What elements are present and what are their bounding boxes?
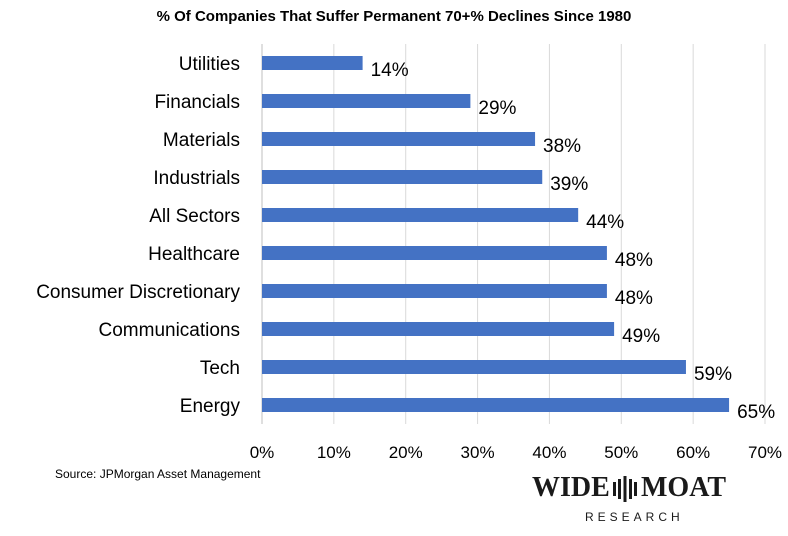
x-tick-label: 50% xyxy=(604,443,638,462)
category-label: All Sectors xyxy=(149,206,240,227)
logo-word-wide: WIDE xyxy=(532,472,610,503)
data-label: 29% xyxy=(478,98,516,119)
data-label: 48% xyxy=(615,288,653,309)
x-tick-label: 70% xyxy=(748,443,782,462)
bar xyxy=(262,94,471,108)
data-label: 49% xyxy=(622,326,660,347)
bar xyxy=(262,398,730,412)
logo-pillars-icon xyxy=(613,476,637,502)
x-tick-label: 20% xyxy=(389,443,423,462)
bar xyxy=(262,132,536,146)
logo-subtitle: RESEARCH xyxy=(585,510,684,524)
chart-title: % Of Companies That Suffer Permanent 70+… xyxy=(156,8,632,25)
data-label: 48% xyxy=(615,250,653,271)
data-label: 14% xyxy=(371,60,409,81)
category-label: Utilities xyxy=(179,54,240,75)
bars xyxy=(262,56,730,412)
bar xyxy=(262,56,363,70)
bar xyxy=(262,208,579,222)
source-note: Source: JPMorgan Asset Management xyxy=(55,467,261,481)
category-labels: Utilities Financials Materials Industrials A… xyxy=(36,54,240,417)
x-axis-tick-labels: 0% 10% 20% 30% 40% 50% 60% 70% xyxy=(250,443,782,462)
data-label: 39% xyxy=(550,174,588,195)
data-label: 44% xyxy=(586,212,624,233)
category-label: Financials xyxy=(154,92,240,113)
x-tick-label: 60% xyxy=(676,443,710,462)
x-tick-label: 0% xyxy=(250,443,275,462)
category-label: Tech xyxy=(200,358,240,379)
bar xyxy=(262,246,607,260)
category-label: Industrials xyxy=(153,168,240,189)
wide-moat-logo: WIDE MOAT RESEARCH xyxy=(532,472,732,532)
category-label: Energy xyxy=(180,396,241,417)
data-label: 38% xyxy=(543,136,581,157)
data-label: 65% xyxy=(737,402,775,423)
category-label: Materials xyxy=(163,130,240,151)
data-labels: 14% 29% 38% 39% 44% 48% 48% 49% 59%65% xyxy=(371,60,776,423)
category-label: Consumer Discretionary xyxy=(36,282,240,303)
x-tick-label: 10% xyxy=(317,443,351,462)
bar xyxy=(262,170,543,184)
bar xyxy=(262,360,686,374)
bar xyxy=(262,322,615,336)
data-label: 59% xyxy=(694,364,732,385)
bar xyxy=(262,284,607,298)
category-label: Communications xyxy=(99,320,241,341)
logo-word-moat: MOAT xyxy=(641,472,727,503)
x-tick-label: 30% xyxy=(461,443,495,462)
category-label: Healthcare xyxy=(148,244,240,265)
x-tick-label: 40% xyxy=(532,443,566,462)
